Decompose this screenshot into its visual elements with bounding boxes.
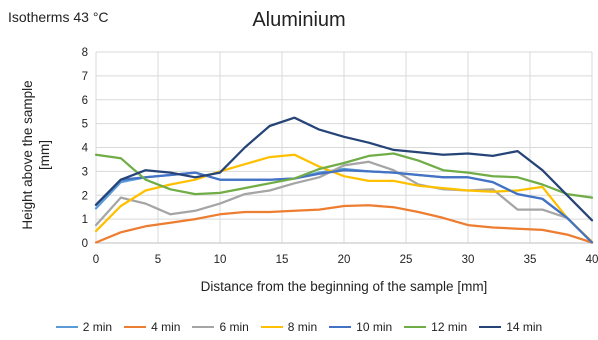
y-tick-label-6: 6 xyxy=(82,95,88,107)
legend-swatch-2-min xyxy=(55,326,78,328)
x-tick-label-25: 25 xyxy=(400,254,413,266)
legend-label-8-min: 8 min xyxy=(287,320,318,334)
legend-item-10-min: 10 min xyxy=(329,320,392,334)
y-tick-label-2: 2 xyxy=(82,190,88,202)
y-tick-label-3: 3 xyxy=(82,166,88,178)
legend-swatch-14-min xyxy=(479,326,502,328)
legend-swatch-8-min xyxy=(260,326,283,328)
y-axis-label: Height above the sample [mm] xyxy=(19,80,53,229)
legend-label-12-min: 12 min xyxy=(431,320,468,334)
chart-title: Aluminium xyxy=(252,9,346,31)
x-axis-label: Distance from the beginning of the sampl… xyxy=(200,279,488,294)
x-tick-label-40: 40 xyxy=(586,254,598,266)
legend-item-8-min: 8 min xyxy=(260,320,318,334)
legend-swatch-12-min xyxy=(404,326,427,328)
y-axis-label-container: Height above the sample [mm] xyxy=(6,60,66,250)
x-tick-label-15: 15 xyxy=(276,254,289,266)
series-line-4-min xyxy=(94,204,594,244)
legend: 2 min 4 min 6 min 8 min 10 min 12 min 14 min xyxy=(0,320,598,334)
legend-swatch-4-min xyxy=(124,326,147,328)
x-tick-label-30: 30 xyxy=(462,254,475,266)
y-tick-label-5: 5 xyxy=(82,119,88,131)
y-tick-label-8: 8 xyxy=(82,47,88,59)
legend-label-2-min: 2 min xyxy=(82,320,113,334)
legend-swatch-10-min xyxy=(329,326,352,328)
legend-label-10-min: 10 min xyxy=(356,320,393,334)
legend-label-6-min: 6 min xyxy=(219,320,249,334)
legend-item-14-min: 14 min xyxy=(479,320,542,334)
series-lines xyxy=(94,116,594,244)
y-tick-label-7: 7 xyxy=(82,71,88,83)
legend-item-4-min: 4 min xyxy=(124,320,180,334)
legend-item-12-min: 12 min xyxy=(404,320,467,334)
x-tick-label-0: 0 xyxy=(93,254,99,266)
series-line-6-min xyxy=(94,160,594,243)
y-tick-label-0: 0 xyxy=(82,238,88,250)
gridlines xyxy=(96,51,593,243)
legend-label-14-min: 14 min xyxy=(506,320,543,334)
legend-item-2-min: 2 min xyxy=(55,320,113,334)
series-line-12-min xyxy=(94,152,594,199)
y-axis-label-line-1: Height above the sample xyxy=(20,80,35,230)
series-line-14-min xyxy=(94,116,594,222)
legend-item-6-min: 6 min xyxy=(192,320,249,334)
y-axis-label-line-2: [mm] xyxy=(37,140,52,170)
y-tick-label-1: 1 xyxy=(82,214,88,226)
legend-label-4-min: 4 min xyxy=(151,320,181,334)
y-tick-label-4: 4 xyxy=(82,143,89,155)
x-tick-label-20: 20 xyxy=(338,254,351,266)
chart-subtitle: Isotherms 43 °C xyxy=(8,9,109,25)
legend-swatch-6-min xyxy=(192,326,215,328)
axes xyxy=(95,52,592,244)
x-tick-label-5: 5 xyxy=(155,254,161,266)
x-tick-label-35: 35 xyxy=(524,254,537,266)
x-tick-label-10: 10 xyxy=(214,254,227,266)
tick-labels: 0 1 2 3 4 5 6 7 8 0 5 10 15 20 25 30 35 40 xyxy=(82,47,598,266)
